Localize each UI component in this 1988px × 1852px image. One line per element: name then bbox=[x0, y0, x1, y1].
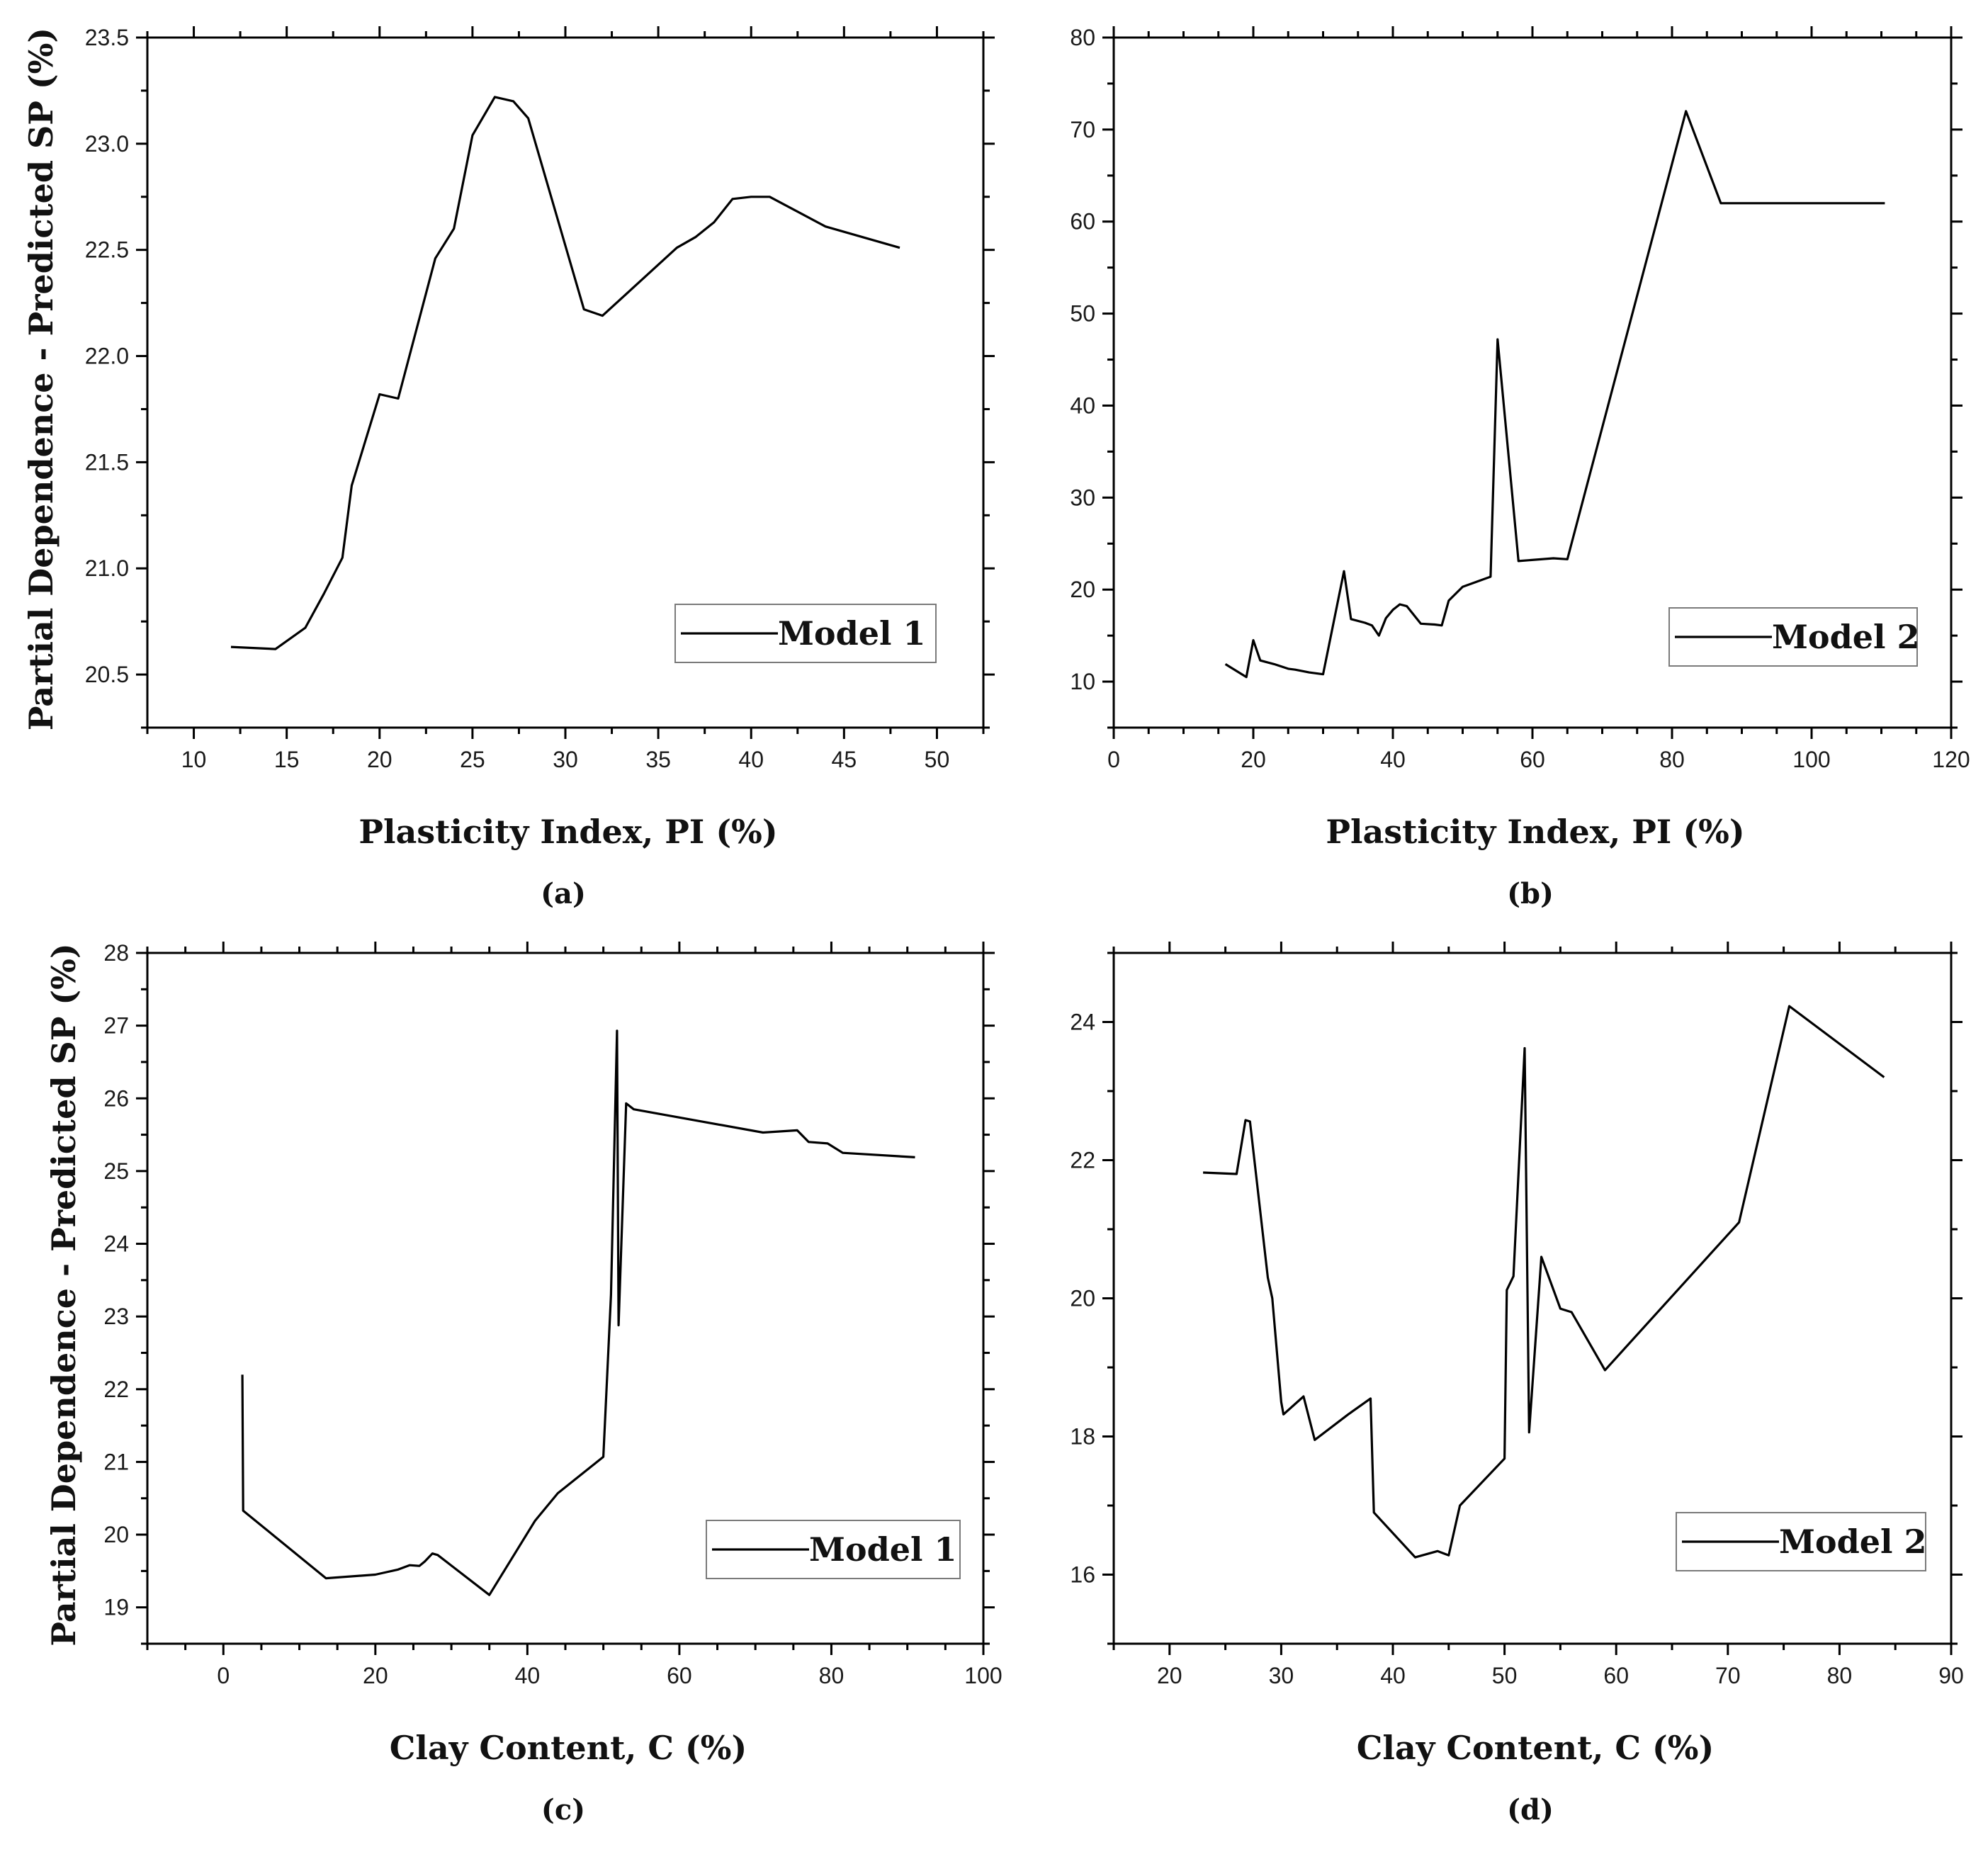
x-tick-label: 60 bbox=[667, 1663, 692, 1688]
y-tick-label: 50 bbox=[1070, 301, 1095, 327]
y-tick-label: 40 bbox=[1070, 393, 1095, 418]
legend: Model 1 bbox=[706, 1520, 961, 1579]
x-tick-label: 20 bbox=[367, 747, 392, 772]
x-tick-label: 10 bbox=[181, 747, 207, 772]
x-tick-label: 100 bbox=[964, 1663, 1002, 1688]
y-tick-label: 10 bbox=[1070, 669, 1095, 694]
x-axis-title: Clay Content, C (%) bbox=[1357, 1729, 1714, 1767]
legend: Model 1 bbox=[674, 604, 937, 663]
y-tick-label: 26 bbox=[103, 1085, 129, 1111]
x-tick-label: 20 bbox=[1241, 747, 1266, 772]
y-tick-label: 22 bbox=[103, 1377, 129, 1402]
legend-label: Model 1 bbox=[809, 1530, 957, 1569]
chart-panel-3: 0 20 40 60 80 100 19 20 21 22 23 24 25 26 27 28 Clay Con… bbox=[45, 940, 1003, 1826]
x-tick-label: 80 bbox=[819, 1663, 845, 1688]
legend: Model 2 bbox=[1668, 607, 1920, 667]
x-tick-label: 40 bbox=[1380, 1663, 1406, 1688]
panel-label: (c) bbox=[541, 1793, 585, 1826]
y-tick-label: 20.5 bbox=[85, 662, 129, 687]
x-tick-label: 40 bbox=[738, 747, 764, 772]
x-tick-label: 40 bbox=[515, 1663, 541, 1688]
y-tick-label: 21.5 bbox=[85, 449, 129, 475]
x-tick-label: 50 bbox=[1492, 1663, 1518, 1688]
x-axis-title: Plasticity Index, PI (%) bbox=[358, 813, 777, 851]
legend-label: Model 2 bbox=[1772, 618, 1920, 656]
series-line-model-1 bbox=[230, 96, 900, 650]
panel-label: (a) bbox=[541, 877, 586, 910]
x-tick-label: 25 bbox=[460, 747, 485, 772]
y-tick-label: 27 bbox=[103, 1013, 129, 1039]
chart-panel-2: 0 20 40 60 80 100 120 10 20 30 40 50 60 70 80 Plasticit… bbox=[1070, 25, 1970, 910]
x-tick-label: 60 bbox=[1603, 1663, 1629, 1688]
y-tick-label: 80 bbox=[1070, 25, 1095, 50]
x-axis-title: Plasticity Index, PI (%) bbox=[1326, 813, 1744, 851]
y-tick-label: 18 bbox=[1070, 1424, 1095, 1450]
y-tick-label: 28 bbox=[103, 940, 129, 966]
x-tick-label: 35 bbox=[645, 747, 671, 772]
x-tick-label: 15 bbox=[274, 747, 300, 772]
y-axis-title: Partial Dependence - Predicted SP (%) bbox=[22, 28, 60, 730]
y-tick-label: 20 bbox=[1070, 577, 1095, 602]
y-tick-label: 22.0 bbox=[85, 344, 129, 369]
y-tick-label: 24 bbox=[1070, 1010, 1095, 1035]
x-tick-label: 90 bbox=[1938, 1663, 1964, 1688]
x-tick-label: 80 bbox=[1659, 747, 1685, 772]
legend-label: Model 1 bbox=[778, 614, 926, 653]
panel-label: (d) bbox=[1507, 1793, 1554, 1826]
y-tick-label: 20 bbox=[1070, 1286, 1095, 1311]
y-tick-label: 70 bbox=[1070, 117, 1095, 142]
y-tick-label: 20 bbox=[103, 1522, 129, 1547]
x-tick-label: 0 bbox=[217, 1663, 230, 1688]
series-line-model-2 bbox=[1203, 1005, 1885, 1559]
y-tick-label: 30 bbox=[1070, 485, 1095, 510]
series-line-model-1 bbox=[241, 1029, 915, 1596]
y-tick-label: 19 bbox=[103, 1595, 129, 1620]
x-tick-label: 70 bbox=[1715, 1663, 1741, 1688]
legend: Model 2 bbox=[1676, 1512, 1927, 1571]
x-tick-label: 120 bbox=[1932, 747, 1970, 772]
y-tick-label: 25 bbox=[103, 1158, 129, 1184]
x-tick-label: 20 bbox=[363, 1663, 388, 1688]
x-tick-label: 45 bbox=[832, 747, 857, 772]
panel-label: (b) bbox=[1507, 877, 1554, 910]
y-tick-label: 16 bbox=[1070, 1562, 1095, 1588]
x-tick-label: 40 bbox=[1380, 747, 1406, 772]
y-tick-label: 23.0 bbox=[85, 131, 129, 157]
x-tick-label: 30 bbox=[553, 747, 578, 772]
x-tick-label: 20 bbox=[1157, 1663, 1182, 1688]
x-tick-label: 60 bbox=[1520, 747, 1545, 772]
y-tick-label: 24 bbox=[103, 1231, 129, 1257]
y-tick-label: 22.5 bbox=[85, 237, 129, 263]
x-axis-title: Clay Content, C (%) bbox=[390, 1729, 747, 1767]
x-tick-label: 80 bbox=[1827, 1663, 1853, 1688]
y-tick-label: 23.5 bbox=[85, 25, 129, 50]
y-tick-label: 21 bbox=[103, 1449, 129, 1474]
y-tick-label: 23 bbox=[103, 1304, 129, 1329]
series-line-model-2 bbox=[1224, 110, 1885, 679]
chart-panel-4: 20 30 40 50 60 70 80 90 16 18 20 22 24 Clay Content, … bbox=[1070, 942, 1964, 1826]
legend-label: Model 2 bbox=[1779, 1523, 1927, 1561]
x-tick-label: 100 bbox=[1792, 747, 1830, 772]
x-tick-label: 30 bbox=[1269, 1663, 1294, 1688]
chart-panel-1: 10 15 20 25 30 35 40 45 50 20.5 21.0 21.5 22.0 22.5 23… bbox=[22, 25, 995, 910]
x-tick-label: 50 bbox=[925, 747, 950, 772]
y-tick-label: 22 bbox=[1070, 1148, 1095, 1173]
y-tick-label: 21.0 bbox=[85, 555, 129, 581]
y-tick-label: 60 bbox=[1070, 209, 1095, 235]
y-axis-title: Partial Dependence - Predicted SP (%) bbox=[45, 943, 83, 1646]
x-tick-label: 0 bbox=[1107, 747, 1120, 772]
